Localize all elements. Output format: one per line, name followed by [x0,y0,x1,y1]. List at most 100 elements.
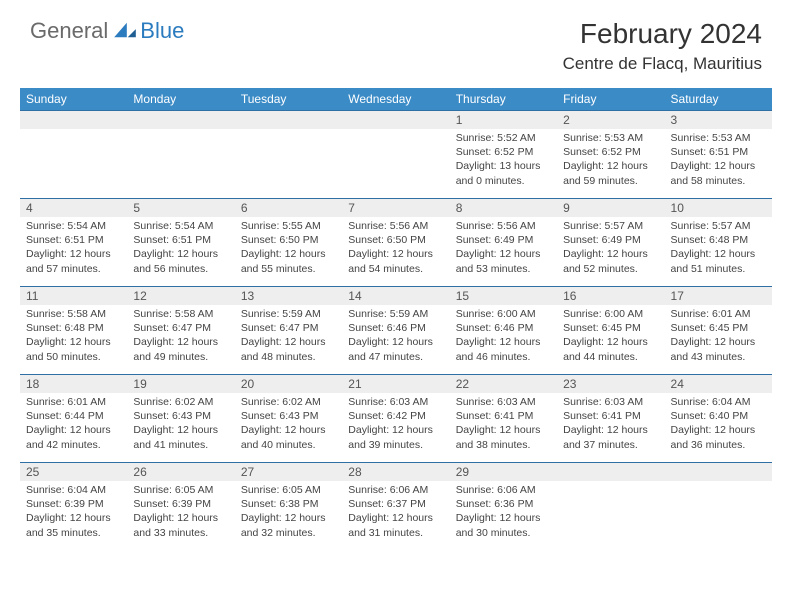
sunset-text: Sunset: 6:45 PM [563,321,658,335]
day-number: 25 [20,462,127,481]
calendar-day-cell: 9Sunrise: 5:57 AMSunset: 6:49 PMDaylight… [557,198,664,286]
calendar-day-cell: 8Sunrise: 5:56 AMSunset: 6:49 PMDaylight… [450,198,557,286]
calendar-week-row: 11Sunrise: 5:58 AMSunset: 6:48 PMDayligh… [20,286,772,374]
calendar-day-cell: 26Sunrise: 6:05 AMSunset: 6:39 PMDayligh… [127,462,234,550]
sunset-text: Sunset: 6:38 PM [241,497,336,511]
day-details: Sunrise: 5:58 AMSunset: 6:47 PMDaylight:… [127,305,234,368]
daylight-text: Daylight: 13 hours and 0 minutes. [456,159,551,187]
sunrise-text: Sunrise: 6:03 AM [563,395,658,409]
sunset-text: Sunset: 6:48 PM [671,233,766,247]
daylight-text: Daylight: 12 hours and 50 minutes. [26,335,121,363]
day-number: 8 [450,198,557,217]
daylight-text: Daylight: 12 hours and 37 minutes. [563,423,658,451]
calendar-day-cell: 2Sunrise: 5:53 AMSunset: 6:52 PMDaylight… [557,110,664,198]
daylight-text: Daylight: 12 hours and 48 minutes. [241,335,336,363]
calendar-day-cell [665,462,772,550]
day-details: Sunrise: 6:02 AMSunset: 6:43 PMDaylight:… [127,393,234,456]
day-number: 15 [450,286,557,305]
daylight-text: Daylight: 12 hours and 55 minutes. [241,247,336,275]
sunrise-text: Sunrise: 5:58 AM [133,307,228,321]
calendar-day-cell: 12Sunrise: 5:58 AMSunset: 6:47 PMDayligh… [127,286,234,374]
daylight-text: Daylight: 12 hours and 31 minutes. [348,511,443,539]
day-details: Sunrise: 6:01 AMSunset: 6:44 PMDaylight:… [20,393,127,456]
sunset-text: Sunset: 6:46 PM [348,321,443,335]
sunrise-text: Sunrise: 5:53 AM [671,131,766,145]
calendar-day-cell: 19Sunrise: 6:02 AMSunset: 6:43 PMDayligh… [127,374,234,462]
day-details: Sunrise: 5:52 AMSunset: 6:52 PMDaylight:… [450,129,557,192]
sunrise-text: Sunrise: 6:03 AM [348,395,443,409]
calendar-day-cell: 28Sunrise: 6:06 AMSunset: 6:37 PMDayligh… [342,462,449,550]
daylight-text: Daylight: 12 hours and 30 minutes. [456,511,551,539]
weekday-header: Monday [127,88,234,110]
calendar-day-cell: 22Sunrise: 6:03 AMSunset: 6:41 PMDayligh… [450,374,557,462]
day-number: 21 [342,374,449,393]
day-number-bar [665,462,772,481]
daylight-text: Daylight: 12 hours and 58 minutes. [671,159,766,187]
sunrise-text: Sunrise: 5:57 AM [563,219,658,233]
sunset-text: Sunset: 6:45 PM [671,321,766,335]
calendar-day-cell: 13Sunrise: 5:59 AMSunset: 6:47 PMDayligh… [235,286,342,374]
sunset-text: Sunset: 6:48 PM [26,321,121,335]
day-number: 19 [127,374,234,393]
day-number-bar [20,110,127,129]
calendar-day-cell: 18Sunrise: 6:01 AMSunset: 6:44 PMDayligh… [20,374,127,462]
day-details: Sunrise: 5:58 AMSunset: 6:48 PMDaylight:… [20,305,127,368]
day-details: Sunrise: 6:02 AMSunset: 6:43 PMDaylight:… [235,393,342,456]
daylight-text: Daylight: 12 hours and 41 minutes. [133,423,228,451]
day-number: 27 [235,462,342,481]
day-details: Sunrise: 5:53 AMSunset: 6:52 PMDaylight:… [557,129,664,192]
day-number: 1 [450,110,557,129]
daylight-text: Daylight: 12 hours and 36 minutes. [671,423,766,451]
daylight-text: Daylight: 12 hours and 40 minutes. [241,423,336,451]
calendar-day-cell: 25Sunrise: 6:04 AMSunset: 6:39 PMDayligh… [20,462,127,550]
day-details: Sunrise: 6:03 AMSunset: 6:42 PMDaylight:… [342,393,449,456]
day-details: Sunrise: 5:57 AMSunset: 6:48 PMDaylight:… [665,217,772,280]
day-details: Sunrise: 6:06 AMSunset: 6:37 PMDaylight:… [342,481,449,544]
daylight-text: Daylight: 12 hours and 54 minutes. [348,247,443,275]
daylight-text: Daylight: 12 hours and 39 minutes. [348,423,443,451]
sunset-text: Sunset: 6:43 PM [133,409,228,423]
day-details: Sunrise: 5:53 AMSunset: 6:51 PMDaylight:… [665,129,772,192]
calendar-body: 1Sunrise: 5:52 AMSunset: 6:52 PMDaylight… [20,110,772,550]
daylight-text: Daylight: 12 hours and 57 minutes. [26,247,121,275]
sunrise-text: Sunrise: 5:55 AM [241,219,336,233]
day-number: 2 [557,110,664,129]
calendar-week-row: 4Sunrise: 5:54 AMSunset: 6:51 PMDaylight… [20,198,772,286]
sunrise-text: Sunrise: 6:00 AM [456,307,551,321]
sunset-text: Sunset: 6:51 PM [671,145,766,159]
day-details: Sunrise: 5:57 AMSunset: 6:49 PMDaylight:… [557,217,664,280]
daylight-text: Daylight: 12 hours and 56 minutes. [133,247,228,275]
sunset-text: Sunset: 6:49 PM [456,233,551,247]
day-number-bar [342,110,449,129]
day-number: 9 [557,198,664,217]
day-number: 3 [665,110,772,129]
sunset-text: Sunset: 6:39 PM [133,497,228,511]
day-details: Sunrise: 6:00 AMSunset: 6:46 PMDaylight:… [450,305,557,368]
weekday-header: Thursday [450,88,557,110]
daylight-text: Daylight: 12 hours and 59 minutes. [563,159,658,187]
day-number: 14 [342,286,449,305]
calendar-table: SundayMondayTuesdayWednesdayThursdayFrid… [20,88,772,550]
sunrise-text: Sunrise: 6:04 AM [26,483,121,497]
daylight-text: Daylight: 12 hours and 46 minutes. [456,335,551,363]
calendar-day-cell: 7Sunrise: 5:56 AMSunset: 6:50 PMDaylight… [342,198,449,286]
daylight-text: Daylight: 12 hours and 33 minutes. [133,511,228,539]
day-number: 17 [665,286,772,305]
daylight-text: Daylight: 12 hours and 51 minutes. [671,247,766,275]
sunset-text: Sunset: 6:47 PM [241,321,336,335]
brand-logo: General Blue [30,18,184,44]
daylight-text: Daylight: 12 hours and 49 minutes. [133,335,228,363]
day-number: 4 [20,198,127,217]
day-number-bar [235,110,342,129]
sunset-text: Sunset: 6:36 PM [456,497,551,511]
daylight-text: Daylight: 12 hours and 52 minutes. [563,247,658,275]
day-number-bar [127,110,234,129]
weekday-header-row: SundayMondayTuesdayWednesdayThursdayFrid… [20,88,772,110]
calendar-week-row: 1Sunrise: 5:52 AMSunset: 6:52 PMDaylight… [20,110,772,198]
sunset-text: Sunset: 6:37 PM [348,497,443,511]
day-details: Sunrise: 6:01 AMSunset: 6:45 PMDaylight:… [665,305,772,368]
sunrise-text: Sunrise: 6:05 AM [133,483,228,497]
sunset-text: Sunset: 6:39 PM [26,497,121,511]
calendar-day-cell: 5Sunrise: 5:54 AMSunset: 6:51 PMDaylight… [127,198,234,286]
calendar-day-cell: 23Sunrise: 6:03 AMSunset: 6:41 PMDayligh… [557,374,664,462]
